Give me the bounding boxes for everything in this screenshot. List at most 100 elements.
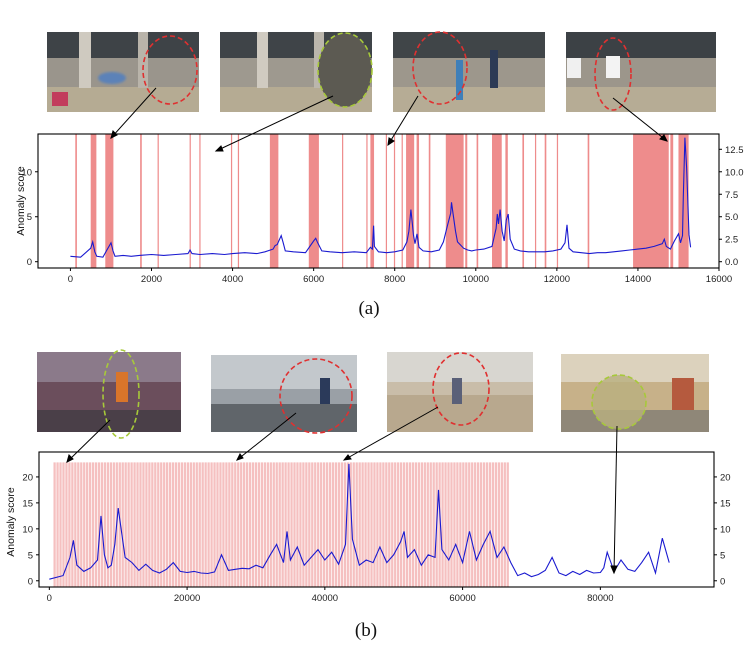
anomaly-band [71, 462, 74, 587]
anomaly-band [140, 134, 142, 268]
anomaly-band [53, 462, 56, 587]
anomaly-band [411, 462, 415, 587]
anomaly-band [160, 462, 163, 587]
anomaly-band [373, 462, 376, 587]
y-tick-label-right: 20 [720, 472, 731, 483]
anomaly-band [482, 462, 486, 587]
y-axis-right-a: 0.0 2.5 5.0 7.5 10.0 12.5 [719, 145, 744, 268]
anomaly-band [494, 462, 498, 587]
anomaly-band [456, 462, 459, 587]
y-axis-left-b: 0 5 10 15 20 [22, 472, 39, 587]
anomaly-band [157, 462, 160, 587]
anomaly-band [450, 462, 453, 587]
anomaly-band [479, 462, 483, 587]
x-axis-a: 0 2000 4000 6000 8000 10000 12000 14000 16000 [68, 268, 732, 285]
plot-frame-a [37, 133, 720, 269]
anomaly-band [500, 462, 503, 587]
arrowhead-b3 [342, 454, 352, 461]
anomaly-band [506, 462, 509, 587]
anomaly-band [476, 462, 480, 587]
arrowhead-b4 [610, 565, 618, 575]
plot-frame-b [38, 451, 715, 588]
y-axis-left-a: 0 5 10 [21, 167, 38, 268]
y-tick-label-right: 5 [720, 550, 725, 561]
anomaly-band [556, 134, 559, 268]
anomaly-band [240, 462, 243, 587]
anomaly-band [397, 462, 400, 587]
anomaly-band [77, 462, 80, 587]
chart-a: 0 2000 4000 6000 8000 10000 12000 14000 16000 0 5… [15, 133, 744, 319]
thumbnail-a2 [220, 32, 373, 112]
y-tick-label: 10 [21, 167, 32, 178]
x-tick-label: 2000 [141, 274, 162, 285]
x-tick-label: 10000 [463, 274, 489, 285]
anomaly-band [260, 462, 264, 587]
anomaly-band [416, 134, 420, 268]
anomaly-band [90, 134, 97, 268]
y-tick-label: 5 [28, 550, 33, 561]
anomaly-band [405, 462, 409, 587]
anomaly-band [358, 462, 361, 587]
anomaly-band [361, 462, 364, 587]
y-tick-label-right: 2.5 [725, 235, 738, 246]
anomaly-band [376, 462, 379, 587]
anomaly-band [198, 462, 201, 587]
anomaly-band [308, 462, 311, 587]
anomaly-band [399, 462, 403, 587]
anomaly-band [97, 462, 101, 587]
anomaly-band [290, 462, 293, 587]
anomaly-band [331, 462, 335, 587]
anomaly-band [105, 134, 114, 268]
y-tick-label-right: 0.0 [725, 257, 738, 268]
anomaly-band [408, 462, 412, 587]
thumbnail-a4 [566, 32, 716, 112]
anomaly-band [148, 462, 151, 587]
anomaly-band [406, 134, 415, 268]
anomaly-band [109, 462, 113, 587]
anomaly-band [497, 462, 500, 587]
anomaly-band [491, 462, 495, 587]
anomaly-band [251, 462, 255, 587]
anomaly-band [432, 462, 435, 587]
anomaly-band [485, 462, 489, 587]
anomaly-band [445, 134, 464, 268]
thumbnail-b4 [561, 354, 709, 432]
anomaly-band [364, 462, 367, 587]
x-tick-label: 20000 [174, 593, 200, 604]
arrowhead-a1 [110, 130, 118, 139]
pointer-arrows [66, 87, 668, 575]
x-axis-b: 0 20000 40000 60000 80000 [47, 587, 614, 604]
anomaly-band [168, 462, 172, 587]
anomaly-band [428, 134, 431, 268]
anomaly-band [245, 462, 249, 587]
anomaly-band [441, 462, 444, 587]
anomaly-band [453, 462, 456, 587]
anomaly-band [237, 134, 240, 268]
anomaly-band [201, 462, 204, 587]
anomaly-band [210, 462, 213, 587]
anomaly-band [379, 462, 382, 587]
anomaly-band [127, 462, 130, 587]
anomaly-band [468, 462, 471, 587]
anomaly-bands-a [75, 134, 689, 268]
anomaly-band [385, 462, 388, 587]
anomaly-band [183, 462, 187, 587]
series-line-a [70, 137, 692, 258]
anomaly-band [180, 462, 184, 587]
anomaly-band [189, 462, 192, 587]
y-tick-label-right: 5.0 [725, 212, 738, 223]
anomaly-band [299, 462, 302, 587]
anomaly-band [382, 462, 385, 587]
anomaly-band [59, 462, 62, 587]
thumbnail-b2 [211, 355, 357, 434]
anomaly-band [278, 462, 281, 587]
anomaly-band [263, 462, 267, 587]
anomaly-band [587, 134, 590, 268]
thumbnail-a3 [393, 31, 545, 112]
x-tick-label: 80000 [587, 593, 613, 604]
anomaly-band [414, 462, 418, 587]
anomaly-band [266, 462, 269, 587]
anomaly-band [257, 462, 261, 587]
anomaly-band [488, 462, 492, 587]
